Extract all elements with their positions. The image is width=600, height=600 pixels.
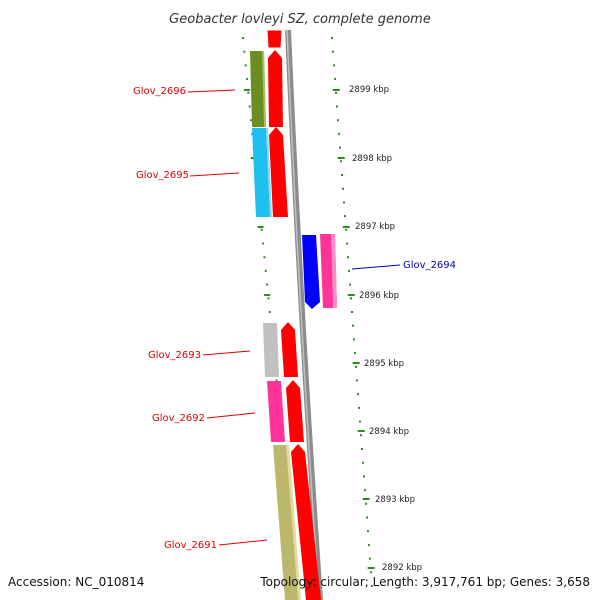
cds-block[interactable] (266, 29, 283, 49)
cds-block-glov-2691[interactable] (291, 444, 321, 600)
leader-line (202, 350, 251, 356)
gene-label-glov-2691[interactable]: Glov_2691 (164, 540, 217, 551)
genome-backbone (285, 29, 323, 600)
tick-label: 2892 kbp (382, 563, 422, 573)
gene-label-glov-2692[interactable]: Glov_2692 (152, 413, 205, 424)
gene-block-glov-2696[interactable] (250, 51, 266, 127)
gene-block-highlight (331, 234, 337, 308)
accession-text: Accession: NC_010814 (8, 575, 144, 589)
leader-line (218, 539, 268, 546)
gene-labels: Glov_2696 Glov_2695 Glov_2694 Glov_2693 … (133, 86, 456, 551)
gene-block-highlight (266, 128, 272, 217)
gene-block-glov-2695[interactable] (252, 128, 270, 217)
tick-label: 2894 kbp (369, 427, 409, 437)
cds-block-glov-2692[interactable] (286, 380, 304, 442)
gene-block-highlight (286, 445, 301, 600)
tick-label: 2895 kbp (364, 359, 404, 369)
leader-line (206, 412, 256, 419)
gene-block-glov-2693[interactable] (263, 323, 279, 377)
gene-label-glov-2694[interactable]: Glov_2694 (403, 260, 456, 271)
tick-label: 2893 kbp (375, 495, 415, 505)
gene-block-glov-2691[interactable] (273, 445, 300, 600)
gene-block-highlight (262, 51, 266, 127)
tick-labels: 2899 kbp 2898 kbp 2897 kbp 2896 kbp 2895… (349, 85, 422, 573)
gene-label-glov-2696[interactable]: Glov_2696 (133, 86, 186, 97)
feature-track-left (250, 29, 321, 600)
leader-line (187, 89, 236, 93)
genome-summary-text: Topology: circular; Length: 3,917,761 bp… (259, 575, 590, 589)
feature-track-right (302, 234, 337, 309)
map-title: Geobacter lovleyi SZ, complete genome (169, 12, 431, 27)
gene-label-glov-2693[interactable]: Glov_2693 (148, 350, 201, 361)
leader-line (189, 172, 240, 177)
cds-block-glov-2693[interactable] (281, 322, 298, 377)
gene-block-glov-2692[interactable] (267, 381, 285, 442)
tick-label: 2898 kbp (352, 154, 392, 164)
cds-block-glov-2696[interactable] (268, 50, 283, 127)
tick-label: 2896 kbp (359, 291, 399, 301)
genome-backbone-highlight (286, 29, 320, 600)
tick-label: 2897 kbp (355, 222, 395, 232)
gene-label-glov-2695[interactable]: Glov_2695 (136, 170, 189, 181)
gene-label-leaders (187, 89, 401, 546)
gene-block-glov-2694[interactable] (302, 235, 320, 309)
cds-block-glov-2695[interactable] (269, 127, 288, 217)
leader-line (351, 264, 401, 270)
tick-label: 2899 kbp (349, 85, 389, 95)
